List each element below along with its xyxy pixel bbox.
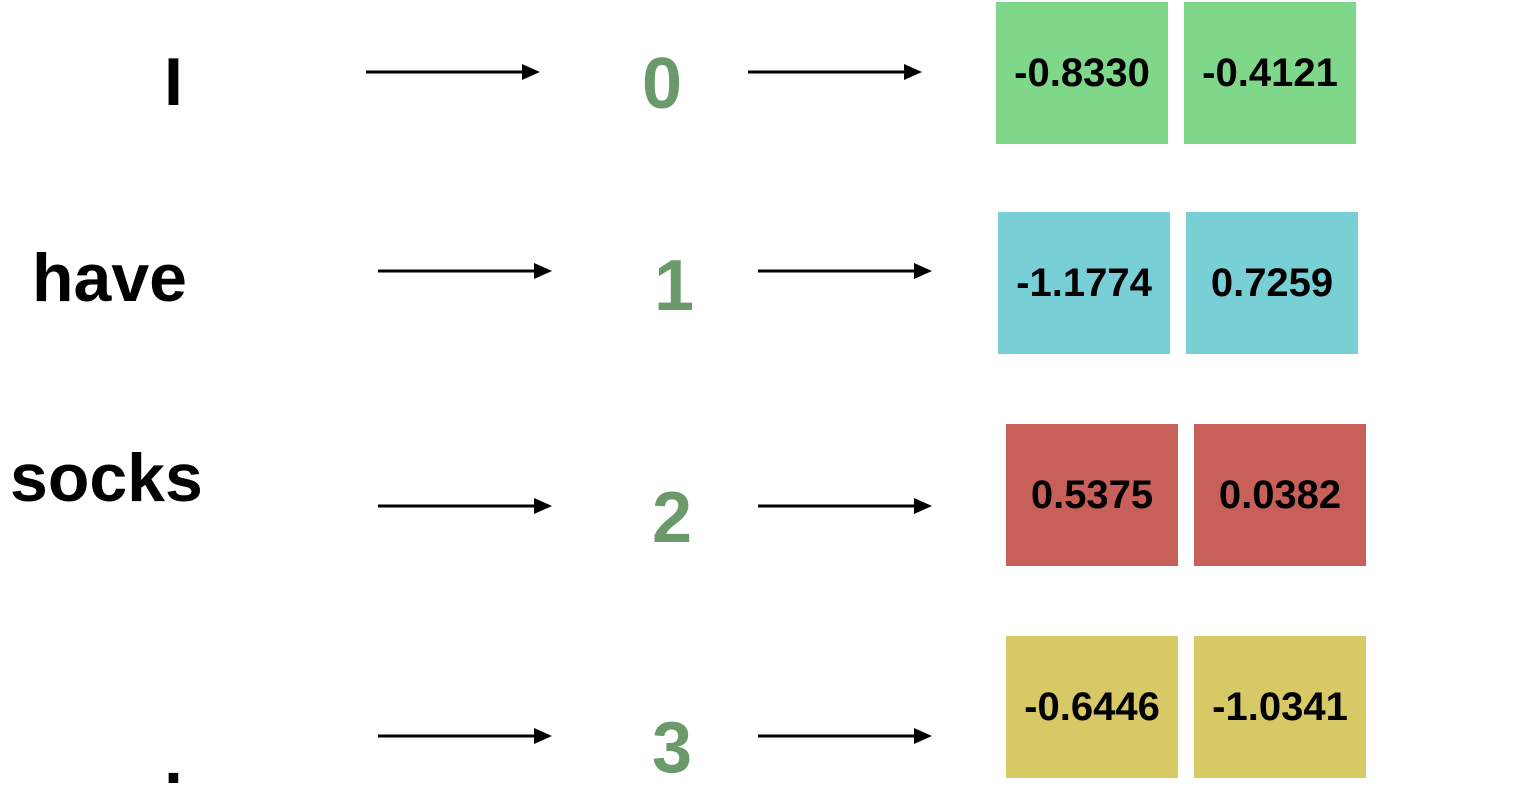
token-label: I [164,44,183,120]
embedding-cell: -0.4121 [1184,2,1356,144]
arrow-icon [748,64,922,80]
token-label: socks [10,440,203,516]
embedding-cell: -1.1774 [998,212,1170,354]
embedding-cell: 0.0382 [1194,424,1366,566]
arrow-icon [366,64,540,80]
arrow-icon [378,728,552,744]
arrow-icon [378,498,552,514]
arrow-icon [758,263,932,279]
token-index: 1 [654,246,695,326]
token-label: . [164,722,183,788]
arrow-icon [758,728,932,744]
embedding-cell: 0.5375 [1006,424,1178,566]
arrow-icon [378,263,552,279]
embedding-cell: -0.6446 [1006,636,1178,778]
arrow-icon [758,498,932,514]
token-label: have [32,240,187,316]
token-index: 3 [652,708,693,788]
embedding-cell: -1.0341 [1194,636,1366,778]
token-index: 2 [652,478,693,558]
token-index: 0 [642,44,683,124]
embedding-cell: -0.8330 [996,2,1168,144]
embedding-cell: 0.7259 [1186,212,1358,354]
